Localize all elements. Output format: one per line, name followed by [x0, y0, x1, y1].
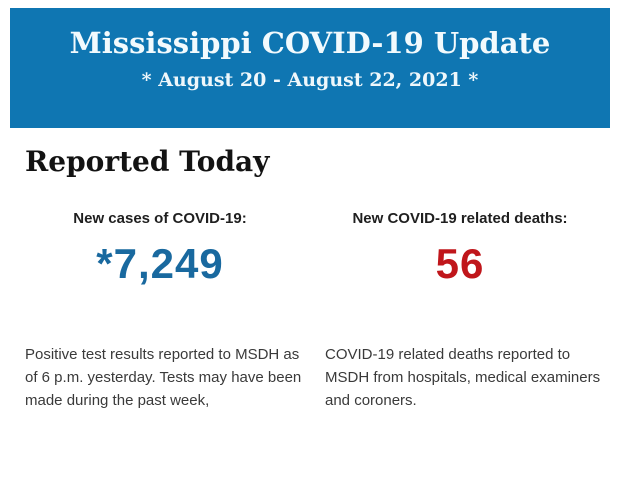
deaths-note: COVID-19 related deaths reported to MSDH… — [325, 346, 601, 409]
banner-date-range: * August 20 - August 22, 2021 * — [141, 69, 479, 91]
deaths-value: 56 — [435, 240, 485, 287]
section-heading: Reported Today — [25, 145, 270, 178]
banner-title: Mississippi COVID-19 Update — [69, 26, 551, 60]
notes-row: Positive test results reported to MSDH a… — [10, 343, 610, 412]
cases-label: New cases of COVID-19: — [73, 210, 247, 227]
cases-value: *7,249 — [96, 240, 224, 287]
deaths-note-column: COVID-19 related deaths reported to MSDH… — [310, 343, 610, 412]
deaths-label: New COVID-19 related deaths: — [352, 210, 568, 227]
cases-note: Positive test results reported to MSDH a… — [25, 346, 302, 409]
stats-row: New cases of COVID-19: *7,249 New COVID-… — [10, 210, 610, 288]
header-banner: Mississippi COVID-19 Update * August 20 … — [10, 8, 610, 128]
cases-column: New cases of COVID-19: *7,249 — [10, 210, 310, 288]
cases-note-column: Positive test results reported to MSDH a… — [10, 343, 310, 412]
deaths-column: New COVID-19 related deaths: 56 — [310, 210, 610, 288]
